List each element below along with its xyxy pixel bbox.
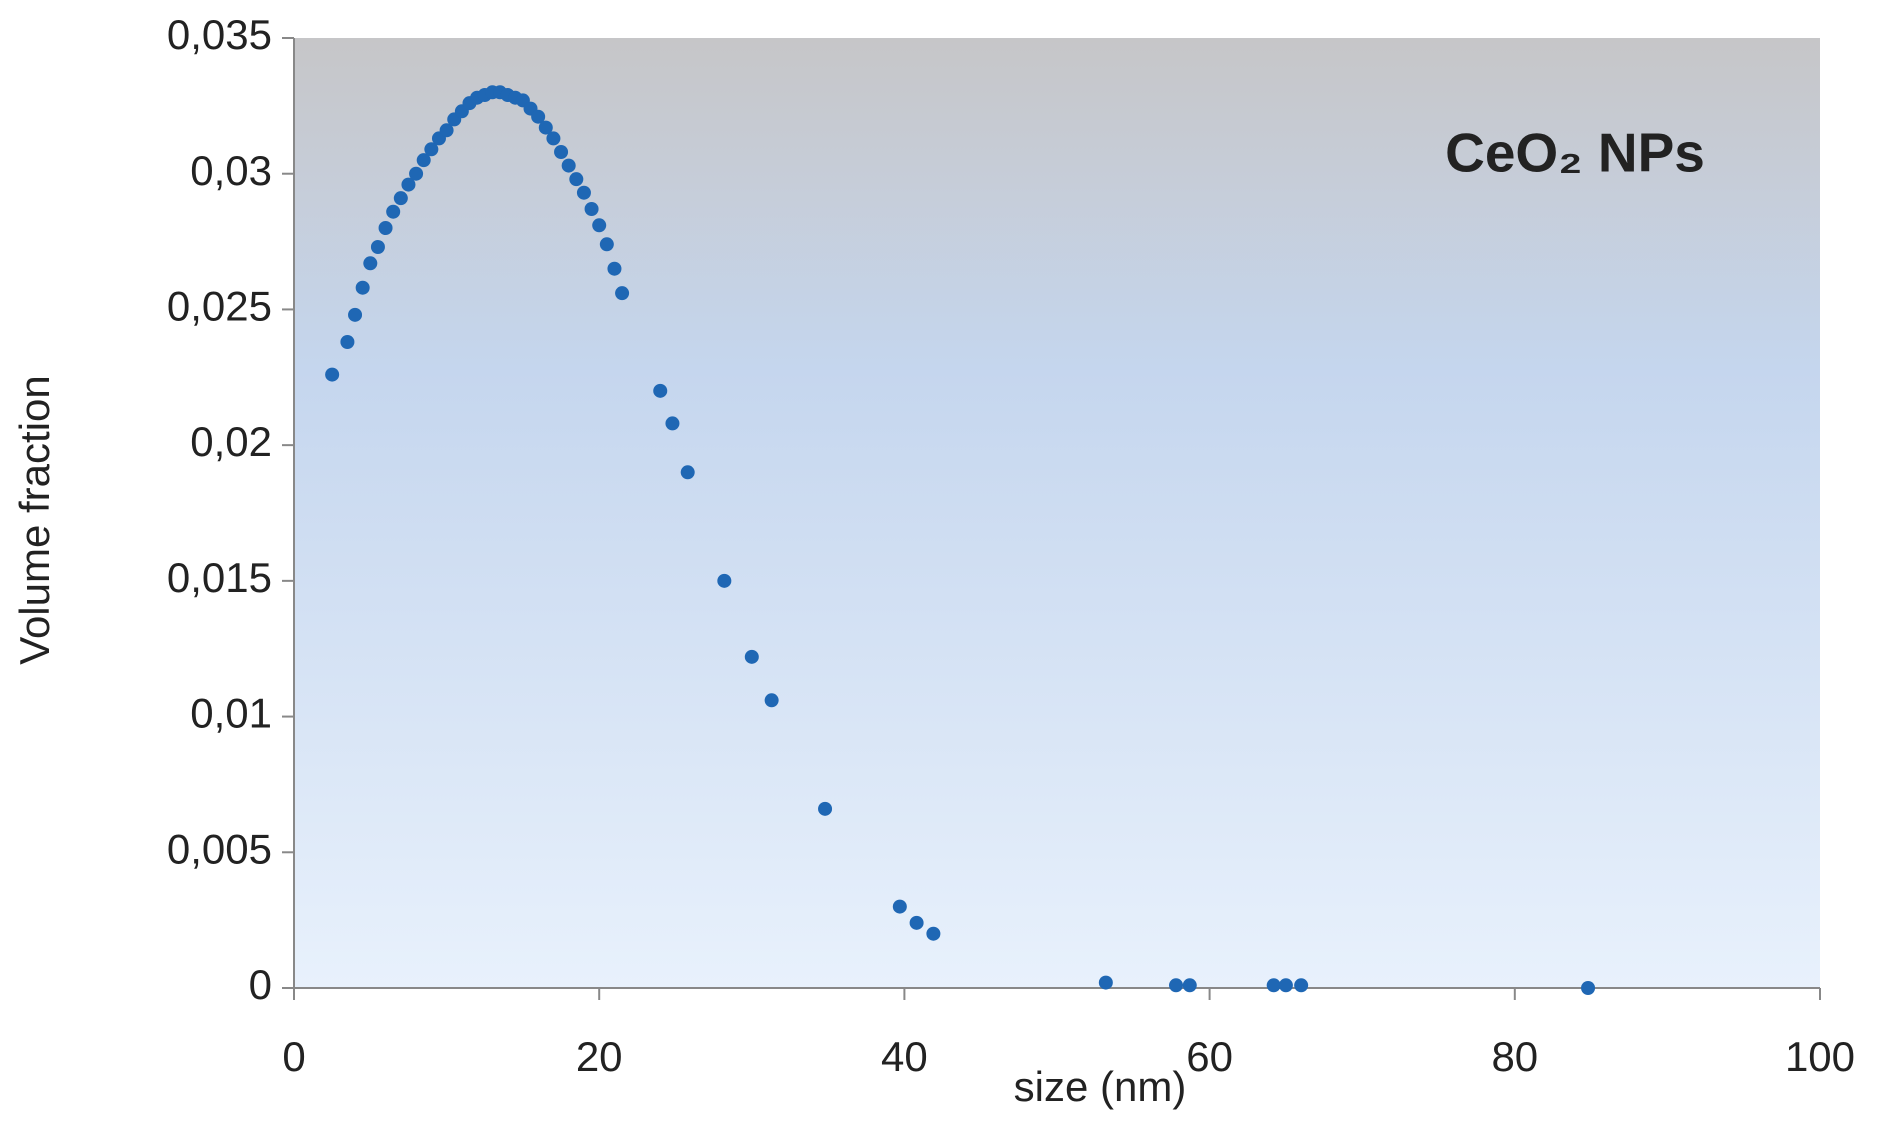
x-axis-title: size (nm) (1014, 1063, 1187, 1110)
y-tick-label: 0 (249, 961, 272, 1008)
y-tick-label: 0,03 (190, 147, 272, 194)
y-tick-label: 0,025 (167, 283, 272, 330)
point (680, 465, 695, 480)
point (576, 185, 591, 200)
y-tick-label: 0,035 (167, 11, 272, 58)
point (531, 109, 546, 124)
point (363, 256, 378, 271)
point (818, 801, 833, 816)
annotation: CeO₂ NPs (1445, 122, 1705, 184)
point (607, 261, 622, 276)
y-tick-label: 0,01 (190, 690, 272, 737)
y-tick-label: 0,015 (167, 554, 272, 601)
point (561, 158, 576, 173)
point (386, 204, 401, 219)
point (653, 383, 668, 398)
point (409, 166, 424, 181)
point (393, 191, 408, 206)
point (378, 221, 393, 235)
point (1581, 981, 1596, 995)
point (615, 286, 630, 301)
point (546, 131, 561, 146)
point (744, 649, 759, 664)
point (1182, 978, 1197, 993)
x-tick-label: 80 (1491, 1033, 1538, 1080)
x-tick-label: 0 (282, 1033, 305, 1080)
point (584, 202, 599, 216)
y-tick-label: 0,02 (190, 418, 272, 465)
point (355, 280, 370, 295)
point (1278, 978, 1293, 993)
point (340, 335, 355, 349)
point (926, 926, 941, 941)
x-tick-label: 100 (1785, 1033, 1855, 1080)
point (424, 142, 439, 157)
point (764, 693, 779, 708)
point (569, 172, 584, 187)
point (416, 153, 431, 168)
x-tick-label: 20 (576, 1033, 623, 1080)
point (717, 573, 732, 588)
point (592, 218, 607, 233)
point (370, 240, 385, 254)
point (538, 120, 553, 135)
point (599, 237, 614, 252)
y-axis-title: Volume fraction (11, 375, 58, 665)
point (348, 307, 363, 322)
point (1266, 978, 1281, 993)
point (401, 177, 416, 192)
x-tick-label: 40 (881, 1033, 928, 1080)
point (892, 899, 907, 914)
plot-area (294, 38, 1820, 988)
point (554, 145, 569, 159)
y-tick-label: 0,005 (167, 825, 272, 872)
point (665, 416, 680, 431)
point (325, 367, 340, 382)
point (909, 915, 924, 930)
x-tick-label: 60 (1186, 1033, 1233, 1080)
point (1169, 978, 1184, 993)
point (1294, 978, 1309, 993)
point (1098, 975, 1113, 990)
point (439, 123, 454, 138)
